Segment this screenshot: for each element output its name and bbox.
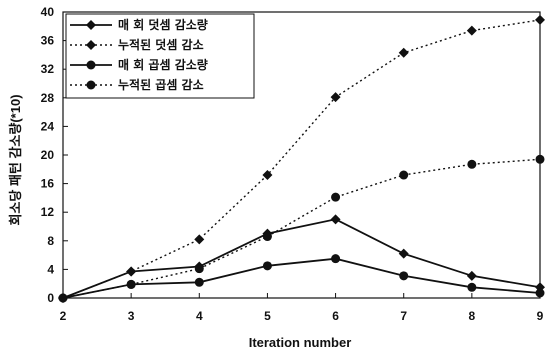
legend-label: 매 회 덧셈 감소량 — [118, 17, 208, 32]
x-axis-title: Iteration number — [249, 335, 352, 350]
series-line — [62, 19, 541, 299]
data-point — [535, 14, 545, 25]
data-point — [262, 261, 272, 271]
x-tick-label: 6 — [332, 309, 339, 323]
data-point — [194, 234, 205, 245]
data-point — [262, 170, 273, 181]
data-point — [467, 159, 477, 169]
data-point — [126, 279, 136, 289]
y-tick-label: 0 — [47, 291, 54, 305]
y-tick-label: 36 — [41, 34, 55, 48]
data-point — [535, 288, 545, 298]
series-line — [62, 257, 541, 299]
data-point — [398, 248, 409, 259]
y-tick-label: 32 — [41, 62, 55, 76]
data-point — [399, 271, 409, 281]
data-point — [194, 264, 204, 274]
legend-item: 누적된 덧셈 감소 — [70, 37, 204, 52]
x-tick-label: 3 — [128, 309, 135, 323]
y-tick-label: 28 — [41, 91, 55, 105]
x-tick-label: 9 — [537, 309, 544, 323]
x-tick-label: 4 — [196, 309, 203, 323]
x-tick-label: 2 — [60, 309, 67, 323]
data-point — [466, 270, 477, 281]
series-line — [62, 158, 541, 299]
legend-item: 누적된 곱셈 감소 — [70, 77, 204, 92]
legend-item: 매 회 덧셈 감소량 — [70, 17, 208, 32]
legend-label: 누적된 덧셈 감소 — [118, 37, 204, 52]
legend-label: 누적된 곱셈 감소 — [118, 77, 204, 92]
data-point — [58, 293, 68, 303]
data-point — [331, 192, 341, 202]
legend-marker — [86, 80, 96, 90]
legend-box — [65, 13, 255, 99]
data-point — [330, 92, 341, 103]
series-4 — [58, 154, 545, 303]
y-tick-label: 24 — [41, 119, 55, 133]
x-tick-label: 8 — [469, 309, 476, 323]
data-point — [126, 266, 137, 277]
legend-item: 매 회 곱셈 감소량 — [70, 57, 208, 72]
data-point — [194, 277, 204, 287]
data-point — [262, 232, 272, 242]
y-axis-title: 회소당 패턴 감소량(*10) — [8, 94, 23, 225]
y-tick-label: 40 — [41, 5, 55, 19]
x-tick-label: 7 — [400, 309, 407, 323]
data-point — [398, 47, 409, 58]
data-point — [330, 214, 341, 225]
series-2 — [58, 14, 545, 303]
y-tick-label: 16 — [41, 177, 55, 191]
data-point — [399, 170, 409, 180]
legend-marker — [86, 40, 96, 50]
legend-marker — [86, 20, 96, 30]
legend-label: 매 회 곱셈 감소량 — [118, 57, 208, 72]
y-tick-label: 12 — [41, 205, 55, 219]
data-point — [535, 154, 545, 164]
series-line — [62, 218, 541, 299]
y-tick-label: 4 — [47, 262, 54, 276]
x-tick-label: 5 — [264, 309, 271, 323]
data-point — [467, 282, 477, 292]
legend-marker — [86, 60, 96, 70]
y-tick-label: 8 — [47, 234, 54, 248]
y-tick-label: 20 — [41, 148, 55, 162]
data-point — [466, 25, 477, 36]
data-point — [331, 254, 341, 264]
